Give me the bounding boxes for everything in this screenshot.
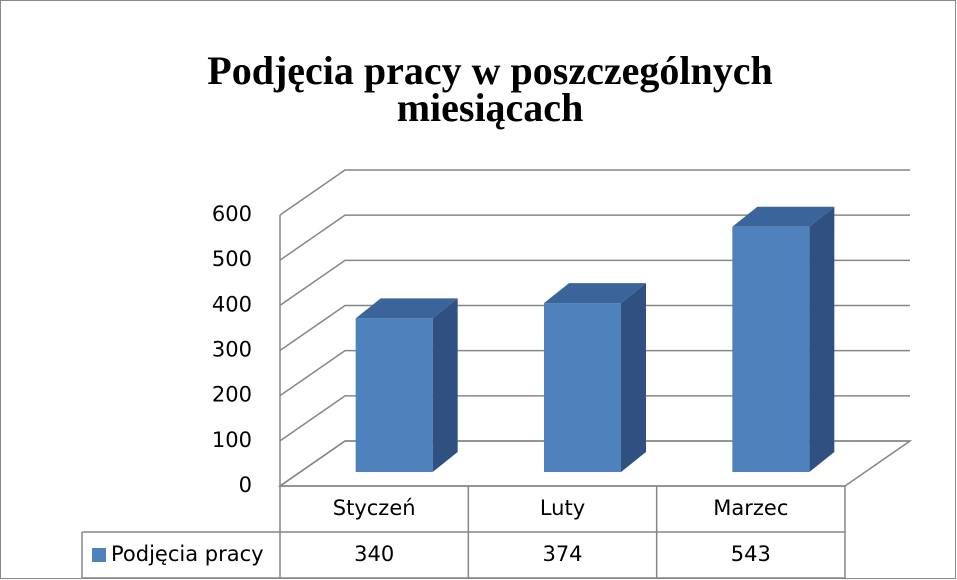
y-tick-label: 300 <box>212 338 252 362</box>
grid-line <box>279 214 910 261</box>
bar <box>732 226 810 472</box>
bar-side <box>809 206 835 472</box>
legend-label: Podjęcia pracy <box>111 542 264 566</box>
table-value: 543 <box>731 542 771 566</box>
bar-side <box>432 298 458 472</box>
grid-line <box>279 259 910 306</box>
bar-side <box>621 283 646 472</box>
table-value: 374 <box>542 542 582 566</box>
grid-line <box>279 440 910 487</box>
chart-title-line-2: miesiącach <box>397 85 584 130</box>
grid-line <box>279 304 910 352</box>
bar <box>355 318 433 472</box>
y-tick-label: 600 <box>212 202 252 226</box>
y-tick-label: 400 <box>212 292 252 316</box>
x-tick-label: Luty <box>540 496 585 520</box>
bar-top <box>732 206 835 227</box>
y-tick-label: 200 <box>212 383 252 407</box>
y-tick-label: 0 <box>239 473 252 497</box>
bar-top <box>544 283 646 304</box>
x-tick-label: Marzec <box>713 496 788 520</box>
legend-swatch <box>92 548 106 562</box>
chart-title-line-1: Podjęcia pracy w poszczególnych <box>207 48 772 93</box>
y-tick-label: 500 <box>212 247 252 271</box>
grid-line <box>279 395 910 442</box>
grid-line <box>279 349 910 397</box>
grid-line <box>279 169 910 216</box>
y-tick-label: 100 <box>212 428 252 452</box>
table-value: 340 <box>354 542 394 566</box>
bar-top <box>355 298 458 319</box>
bar <box>544 303 621 472</box>
x-tick-label: Styczeń <box>333 496 416 520</box>
